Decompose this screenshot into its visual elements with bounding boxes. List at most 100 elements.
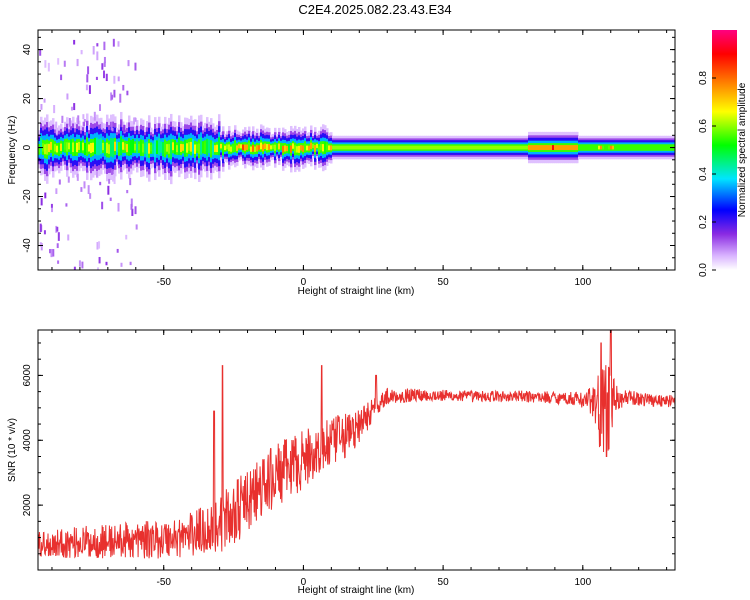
heatmap-speckle bbox=[105, 73, 108, 82]
heatmap-cell bbox=[640, 145, 643, 150]
heatmap-cell bbox=[452, 145, 455, 150]
heatmap-speckle bbox=[81, 261, 84, 269]
heatmap-cell bbox=[216, 144, 219, 153]
heatmap-cell bbox=[332, 145, 335, 150]
heatmap-cell bbox=[402, 145, 405, 150]
heatmap-cell bbox=[128, 142, 131, 152]
heatmap-cell bbox=[410, 145, 413, 150]
heatmap-cell bbox=[258, 145, 261, 150]
heatmap-cell bbox=[96, 141, 99, 152]
heatmap-cell bbox=[428, 145, 431, 150]
heatmap-cell bbox=[112, 142, 115, 154]
heatmap-speckle bbox=[129, 178, 132, 186]
snr-x-tick-label: 0 bbox=[301, 577, 307, 588]
heatmap-cell bbox=[504, 145, 507, 150]
heatmap-cell bbox=[264, 143, 267, 149]
heatmap-speckle bbox=[131, 208, 134, 216]
heatmap-speckle bbox=[51, 207, 54, 213]
heatmap-cell bbox=[478, 145, 481, 150]
heatmap-speckle bbox=[49, 249, 52, 254]
heatmap-cell bbox=[622, 145, 625, 150]
heatmap-cell bbox=[654, 145, 657, 150]
heatmap-speckle bbox=[105, 261, 108, 266]
heatmap-cell bbox=[554, 145, 557, 150]
heatmap-speckle bbox=[89, 193, 92, 199]
heatmap-cell bbox=[120, 140, 123, 152]
heatmap-cell bbox=[440, 145, 443, 150]
heatmap-cell bbox=[248, 142, 251, 149]
heatmap-cell bbox=[54, 144, 57, 152]
heatmap-cell bbox=[520, 145, 523, 150]
colorbar-tick-label: 0.8 bbox=[698, 71, 709, 85]
heatmap-cell bbox=[446, 145, 449, 150]
heatmap-cell bbox=[488, 145, 491, 150]
heatmap-cell bbox=[668, 145, 671, 150]
heatmap-cell bbox=[434, 145, 437, 150]
heatmap-speckle bbox=[95, 76, 98, 80]
heatmap-cell bbox=[502, 145, 505, 150]
colorbar-tick-label: 0.6 bbox=[698, 119, 709, 133]
heatmap-speckle bbox=[56, 226, 59, 232]
heatmap-cell bbox=[76, 142, 79, 153]
heatmap-speckle bbox=[50, 203, 53, 208]
heatmap-cell bbox=[84, 145, 87, 153]
heatmap-cell bbox=[104, 144, 107, 153]
heatmap-speckle bbox=[119, 93, 122, 103]
heatmap-cell bbox=[592, 145, 595, 150]
heatmap-cell bbox=[400, 145, 403, 150]
heatmap-cell bbox=[638, 145, 641, 150]
heatmap-cell bbox=[664, 145, 667, 150]
heatmap-cell bbox=[642, 145, 645, 150]
heatmap-cell bbox=[274, 144, 277, 151]
spectrogram-y-tick-label: -40 bbox=[22, 238, 33, 253]
heatmap-cell bbox=[364, 145, 367, 150]
heatmap-cell bbox=[624, 145, 627, 150]
heatmap-speckle bbox=[55, 121, 58, 129]
spectrogram-y-tick-label: 0 bbox=[22, 144, 33, 150]
heatmap-cell bbox=[510, 145, 513, 150]
heatmap-cell bbox=[534, 145, 537, 150]
heatmap-speckle bbox=[134, 117, 137, 122]
heatmap-cell bbox=[118, 145, 121, 153]
heatmap-cell bbox=[374, 145, 377, 150]
heatmap-cell bbox=[124, 143, 127, 151]
heatmap-speckle bbox=[60, 74, 63, 81]
heatmap-cell bbox=[380, 145, 383, 150]
heatmap-speckle bbox=[65, 203, 68, 207]
heatmap-cell bbox=[140, 143, 143, 153]
heatmap-cell bbox=[658, 145, 661, 150]
heatmap-cell bbox=[456, 145, 459, 150]
heatmap-cell bbox=[604, 145, 607, 150]
spectrogram-x-tick-label: 0 bbox=[301, 277, 307, 288]
heatmap-cell bbox=[490, 145, 493, 150]
heatmap-cell bbox=[628, 145, 631, 150]
heatmap-cell bbox=[630, 145, 633, 150]
heatmap-speckle bbox=[80, 49, 83, 55]
heatmap-cell bbox=[652, 145, 655, 150]
heatmap-cell bbox=[606, 145, 609, 150]
heatmap-cell bbox=[392, 145, 395, 150]
heatmap-speckle bbox=[113, 75, 116, 84]
spectrogram-y-label: Frequency (Hz) bbox=[7, 116, 18, 185]
heatmap-cell bbox=[540, 145, 543, 150]
heatmap-cell bbox=[408, 145, 411, 150]
heatmap-speckle bbox=[96, 51, 99, 61]
heatmap-cell bbox=[130, 143, 133, 152]
heatmap-cell bbox=[138, 143, 141, 151]
heatmap-speckle bbox=[73, 103, 76, 111]
heatmap-cell bbox=[276, 144, 279, 149]
heatmap-cell bbox=[228, 144, 231, 152]
heatmap-cell bbox=[576, 145, 579, 150]
heatmap-cell bbox=[134, 143, 137, 151]
heatmap-cell bbox=[176, 145, 179, 153]
heatmap-cell bbox=[92, 142, 95, 153]
heatmap-cell bbox=[82, 142, 85, 151]
heatmap-cell bbox=[644, 145, 647, 150]
heatmap-cell bbox=[450, 145, 453, 150]
heatmap-cell bbox=[650, 145, 653, 150]
heatmap-cell bbox=[174, 143, 177, 152]
heatmap-cell bbox=[464, 145, 467, 150]
spectrogram-y-tick-label: -20 bbox=[22, 189, 33, 204]
heatmap-speckle bbox=[39, 223, 42, 233]
colorbar-tick-label: 0.4 bbox=[698, 167, 709, 181]
